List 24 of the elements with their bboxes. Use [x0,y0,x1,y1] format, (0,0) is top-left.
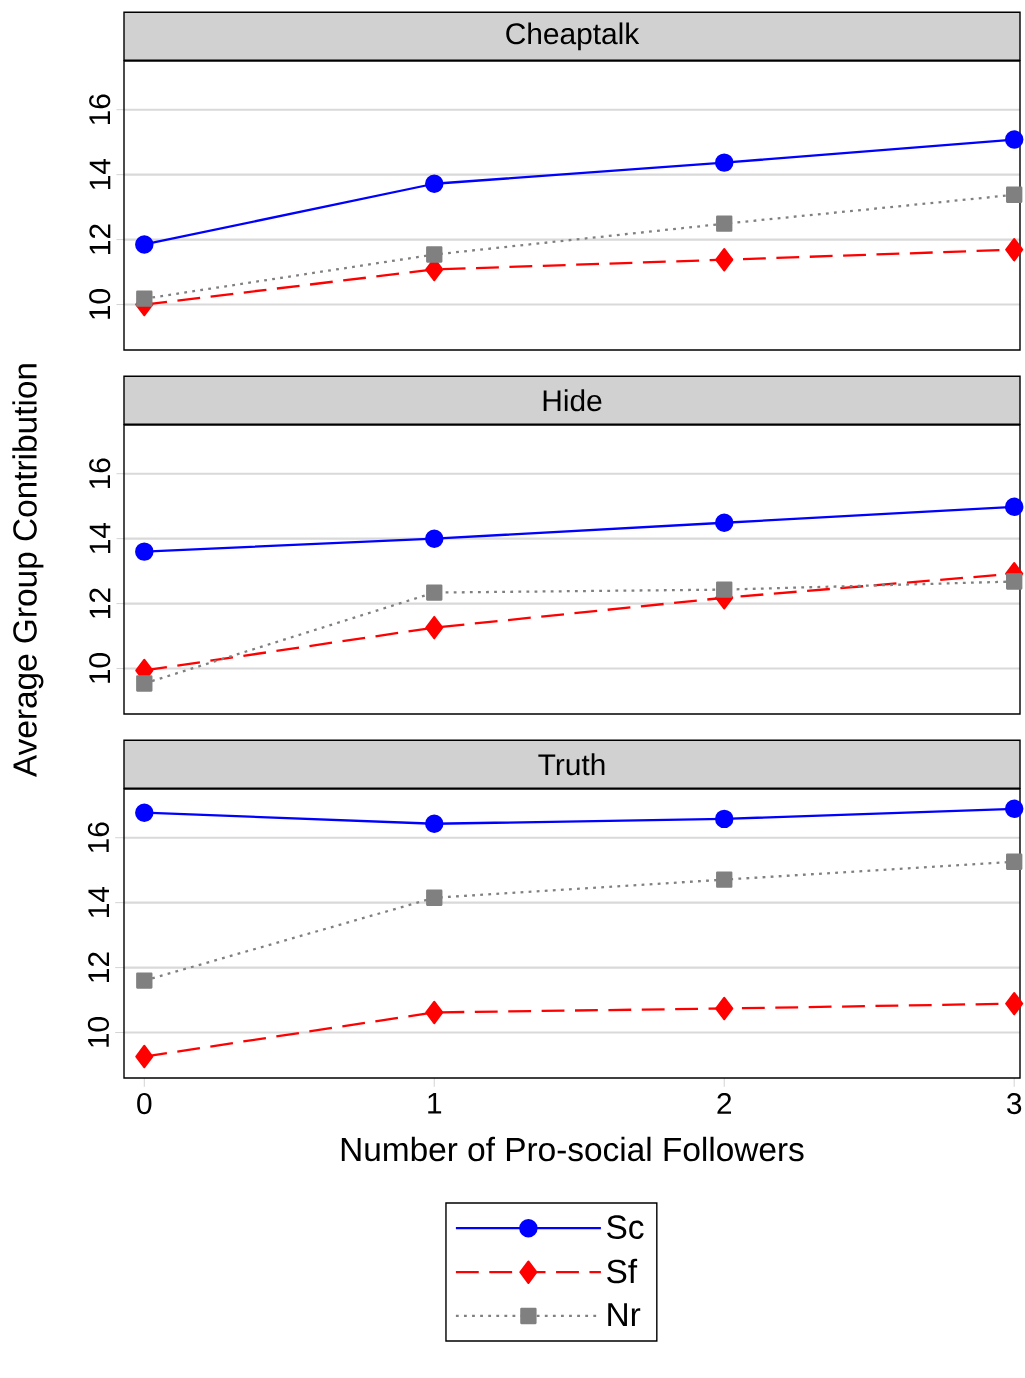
legend-label: Nr [608,1303,641,1327]
y-tick-label: 14 [89,158,111,189]
legend-label: Sc [607,1215,644,1239]
chart-title: Hide [543,389,602,412]
y-tick-label: 12 [88,952,109,982]
y-tick-label: 16 [87,822,110,853]
y-axis-title: Average Group Contribution [12,364,44,778]
y-tick-label: 14 [88,886,109,917]
y-tick-label: 12 [89,224,111,254]
x-tick-label: 1 [428,1092,442,1114]
chart-title: Truth [538,753,605,776]
chart-title: Cheaptalk [506,22,640,51]
x-tick-label: 2 [717,1092,732,1114]
y-tick-label: 10 [89,653,111,683]
y-tick-label: 12 [89,588,111,618]
y-tick-label: 16 [89,458,111,489]
legend-label: Sf [607,1258,638,1284]
y-tick-label: 10 [89,289,111,319]
y-tick-label: 10 [87,1017,110,1047]
x-tick-label: 3 [1007,1092,1022,1115]
y-tick-label: 14 [89,522,111,553]
y-tick-label: 16 [89,94,111,125]
x-axis-title: Number of Pro-social Followers [341,1136,804,1162]
x-tick-label: 0 [137,1092,152,1115]
